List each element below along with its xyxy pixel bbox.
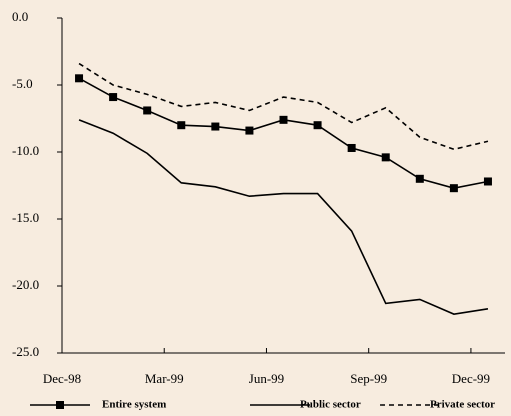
- series-line: [78, 62, 489, 151]
- legend-label: Entire system: [102, 399, 166, 411]
- marker: [347, 143, 356, 152]
- y-tick-label: 0.0: [12, 9, 28, 24]
- marker: [415, 174, 424, 183]
- marker: [75, 74, 84, 83]
- marker: [449, 184, 458, 193]
- marker: [381, 153, 390, 162]
- x-tick-label: Dec-99: [452, 371, 490, 386]
- series-line: [78, 77, 489, 190]
- marker: [177, 121, 186, 130]
- y-tick-label: -20.0: [12, 277, 39, 292]
- y-tick-label: -25.0: [12, 344, 39, 359]
- legend-marker: [56, 401, 64, 409]
- y-tick-label: -15.0: [12, 210, 39, 225]
- x-tick-label: Dec-98: [43, 371, 81, 386]
- marker: [109, 93, 118, 102]
- marker: [143, 106, 152, 115]
- x-tick-label: Jun-99: [249, 371, 284, 386]
- series-line: [78, 119, 489, 315]
- x-tick-label: Mar-99: [145, 371, 184, 386]
- marker: [483, 177, 492, 186]
- legend-label: Public sector: [300, 399, 361, 411]
- marker: [313, 121, 322, 130]
- y-tick-label: -10.0: [12, 143, 39, 158]
- marker: [245, 126, 254, 135]
- y-tick-label: -5.0: [12, 76, 33, 91]
- legend-label: Private sector: [430, 399, 495, 411]
- x-tick-label: Sep-99: [350, 371, 387, 386]
- marker: [211, 122, 220, 131]
- marker: [279, 115, 288, 124]
